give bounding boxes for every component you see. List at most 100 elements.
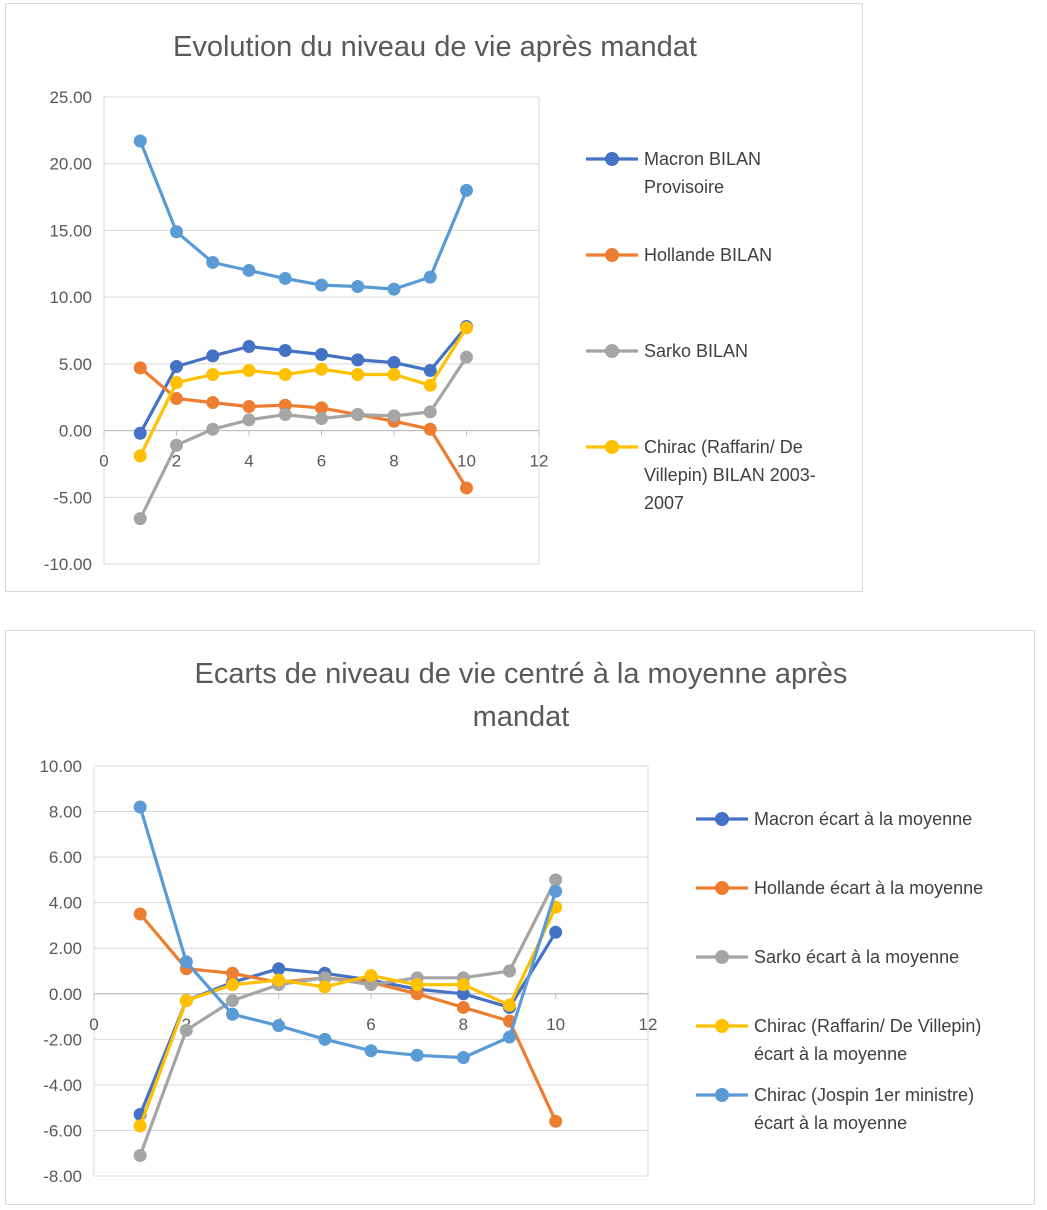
series-line (138, 806, 558, 1060)
y-tick-label: -10.00 (44, 555, 92, 574)
data-point (549, 1114, 563, 1128)
legend-swatch-marker (605, 248, 619, 262)
data-point (351, 279, 365, 293)
series-5 (133, 134, 473, 296)
data-point (503, 998, 516, 1012)
data-point (351, 408, 365, 422)
data-point (278, 398, 292, 412)
data-point (410, 1048, 424, 1062)
x-tick-label: 6 (366, 1015, 375, 1034)
y-tick-label: 6.00 (49, 848, 82, 867)
data-point (503, 964, 516, 978)
legend-item: Sarko BILAN (586, 341, 748, 361)
legend-swatch-marker (715, 1019, 729, 1033)
series-line (138, 325, 468, 434)
data-point (410, 987, 424, 1001)
data-point (423, 405, 437, 419)
data-point (133, 134, 147, 148)
data-point (549, 873, 563, 887)
y-tick-label: -5.00 (53, 488, 92, 507)
legend-label: Macron écart à la moyenne (754, 809, 972, 829)
data-point (364, 978, 378, 992)
data-point (170, 438, 183, 452)
series-line (138, 913, 558, 1122)
legend-label: Sarko BILAN (644, 341, 748, 361)
x-tick-label: 2 (172, 452, 181, 471)
data-point (206, 368, 220, 382)
legend-swatch-marker (715, 1088, 729, 1102)
legend-label: écart à la moyenne (754, 1044, 907, 1064)
legend-label: Chirac (Raffarin/ De Villepin) (754, 1016, 981, 1036)
data-point (133, 449, 147, 463)
data-point (456, 978, 470, 992)
data-point (460, 321, 473, 335)
data-point (456, 1000, 470, 1014)
data-point (206, 422, 220, 436)
data-point (206, 255, 220, 269)
data-point (315, 401, 328, 415)
data-point (387, 409, 401, 423)
legend-label: Villepin) BILAN 2003- (644, 465, 816, 485)
chart-title: Evolution du niveau de vie après mandat (173, 31, 697, 63)
x-tick-label: 10 (546, 1015, 565, 1034)
series-line (138, 326, 468, 457)
series-line (138, 356, 468, 520)
series-2 (133, 361, 473, 495)
data-point (226, 978, 239, 992)
data-point (272, 1019, 286, 1033)
chart-svg-ecarts: Ecarts de niveau de vie centré à la moye… (39, 658, 983, 1186)
y-tick-label: 0.00 (49, 985, 82, 1004)
data-point (549, 884, 563, 898)
series-line (138, 906, 558, 1127)
legend-label: Chirac (Jospin 1er ministre) (754, 1085, 974, 1105)
legend-swatch-marker (605, 152, 619, 166)
data-point (423, 422, 437, 436)
legend-item: Chirac (Raffarin/ De Villepin) BILAN 2003… (586, 437, 816, 513)
data-point (226, 1007, 239, 1021)
y-tick-label: 2.00 (49, 939, 82, 958)
legend-item: Sarko écart à la moyenne (696, 947, 959, 967)
data-point (315, 278, 328, 292)
data-point (364, 969, 378, 983)
legend-item: Macron BILAN Provisoire (586, 149, 761, 197)
data-point (318, 971, 332, 985)
data-point (133, 800, 147, 814)
series-2 (133, 907, 563, 1128)
data-point (242, 413, 256, 427)
y-tick-label: -4.00 (43, 1076, 82, 1095)
y-tick-label: 4.00 (49, 894, 82, 913)
data-point (242, 364, 256, 378)
legend-label: Hollande écart à la moyenne (754, 878, 983, 898)
chart-svg-niveau-de-vie: Evolution du niveau de vie après mandat 2… (44, 31, 816, 574)
x-tick-label: 8 (459, 1015, 468, 1034)
data-point (456, 987, 470, 1001)
legend-item: Chirac (Jospin 1er ministre) écart à la m… (696, 1085, 974, 1133)
data-point (272, 973, 286, 987)
legend-swatch-marker (605, 440, 619, 454)
data-point (423, 378, 437, 392)
x-tick-label: 6 (317, 452, 326, 471)
legend-label: Macron BILAN (644, 149, 761, 169)
legend-label: Sarko écart à la moyenne (754, 947, 959, 967)
series-line (139, 366, 468, 489)
data-point (226, 966, 239, 980)
legend-swatch-marker (605, 344, 619, 358)
series-1 (133, 319, 473, 440)
series-3 (133, 350, 473, 526)
legend-label: 2007 (644, 493, 684, 513)
legend-label: Chirac (Raffarin/ De (644, 437, 803, 457)
data-point (351, 368, 365, 382)
data-point (423, 364, 437, 378)
series-line (138, 140, 468, 291)
data-point (315, 362, 328, 376)
y-tick-label: -2.00 (43, 1030, 82, 1049)
legend-swatch-marker (715, 881, 729, 895)
data-point (170, 392, 183, 406)
chart-title-line-2: mandat (473, 701, 570, 733)
data-point (206, 349, 220, 363)
data-point (315, 412, 328, 426)
legend-label: Hollande BILAN (644, 245, 772, 265)
data-point (423, 270, 437, 284)
legend-swatch-marker (715, 950, 729, 964)
data-point (278, 344, 292, 358)
